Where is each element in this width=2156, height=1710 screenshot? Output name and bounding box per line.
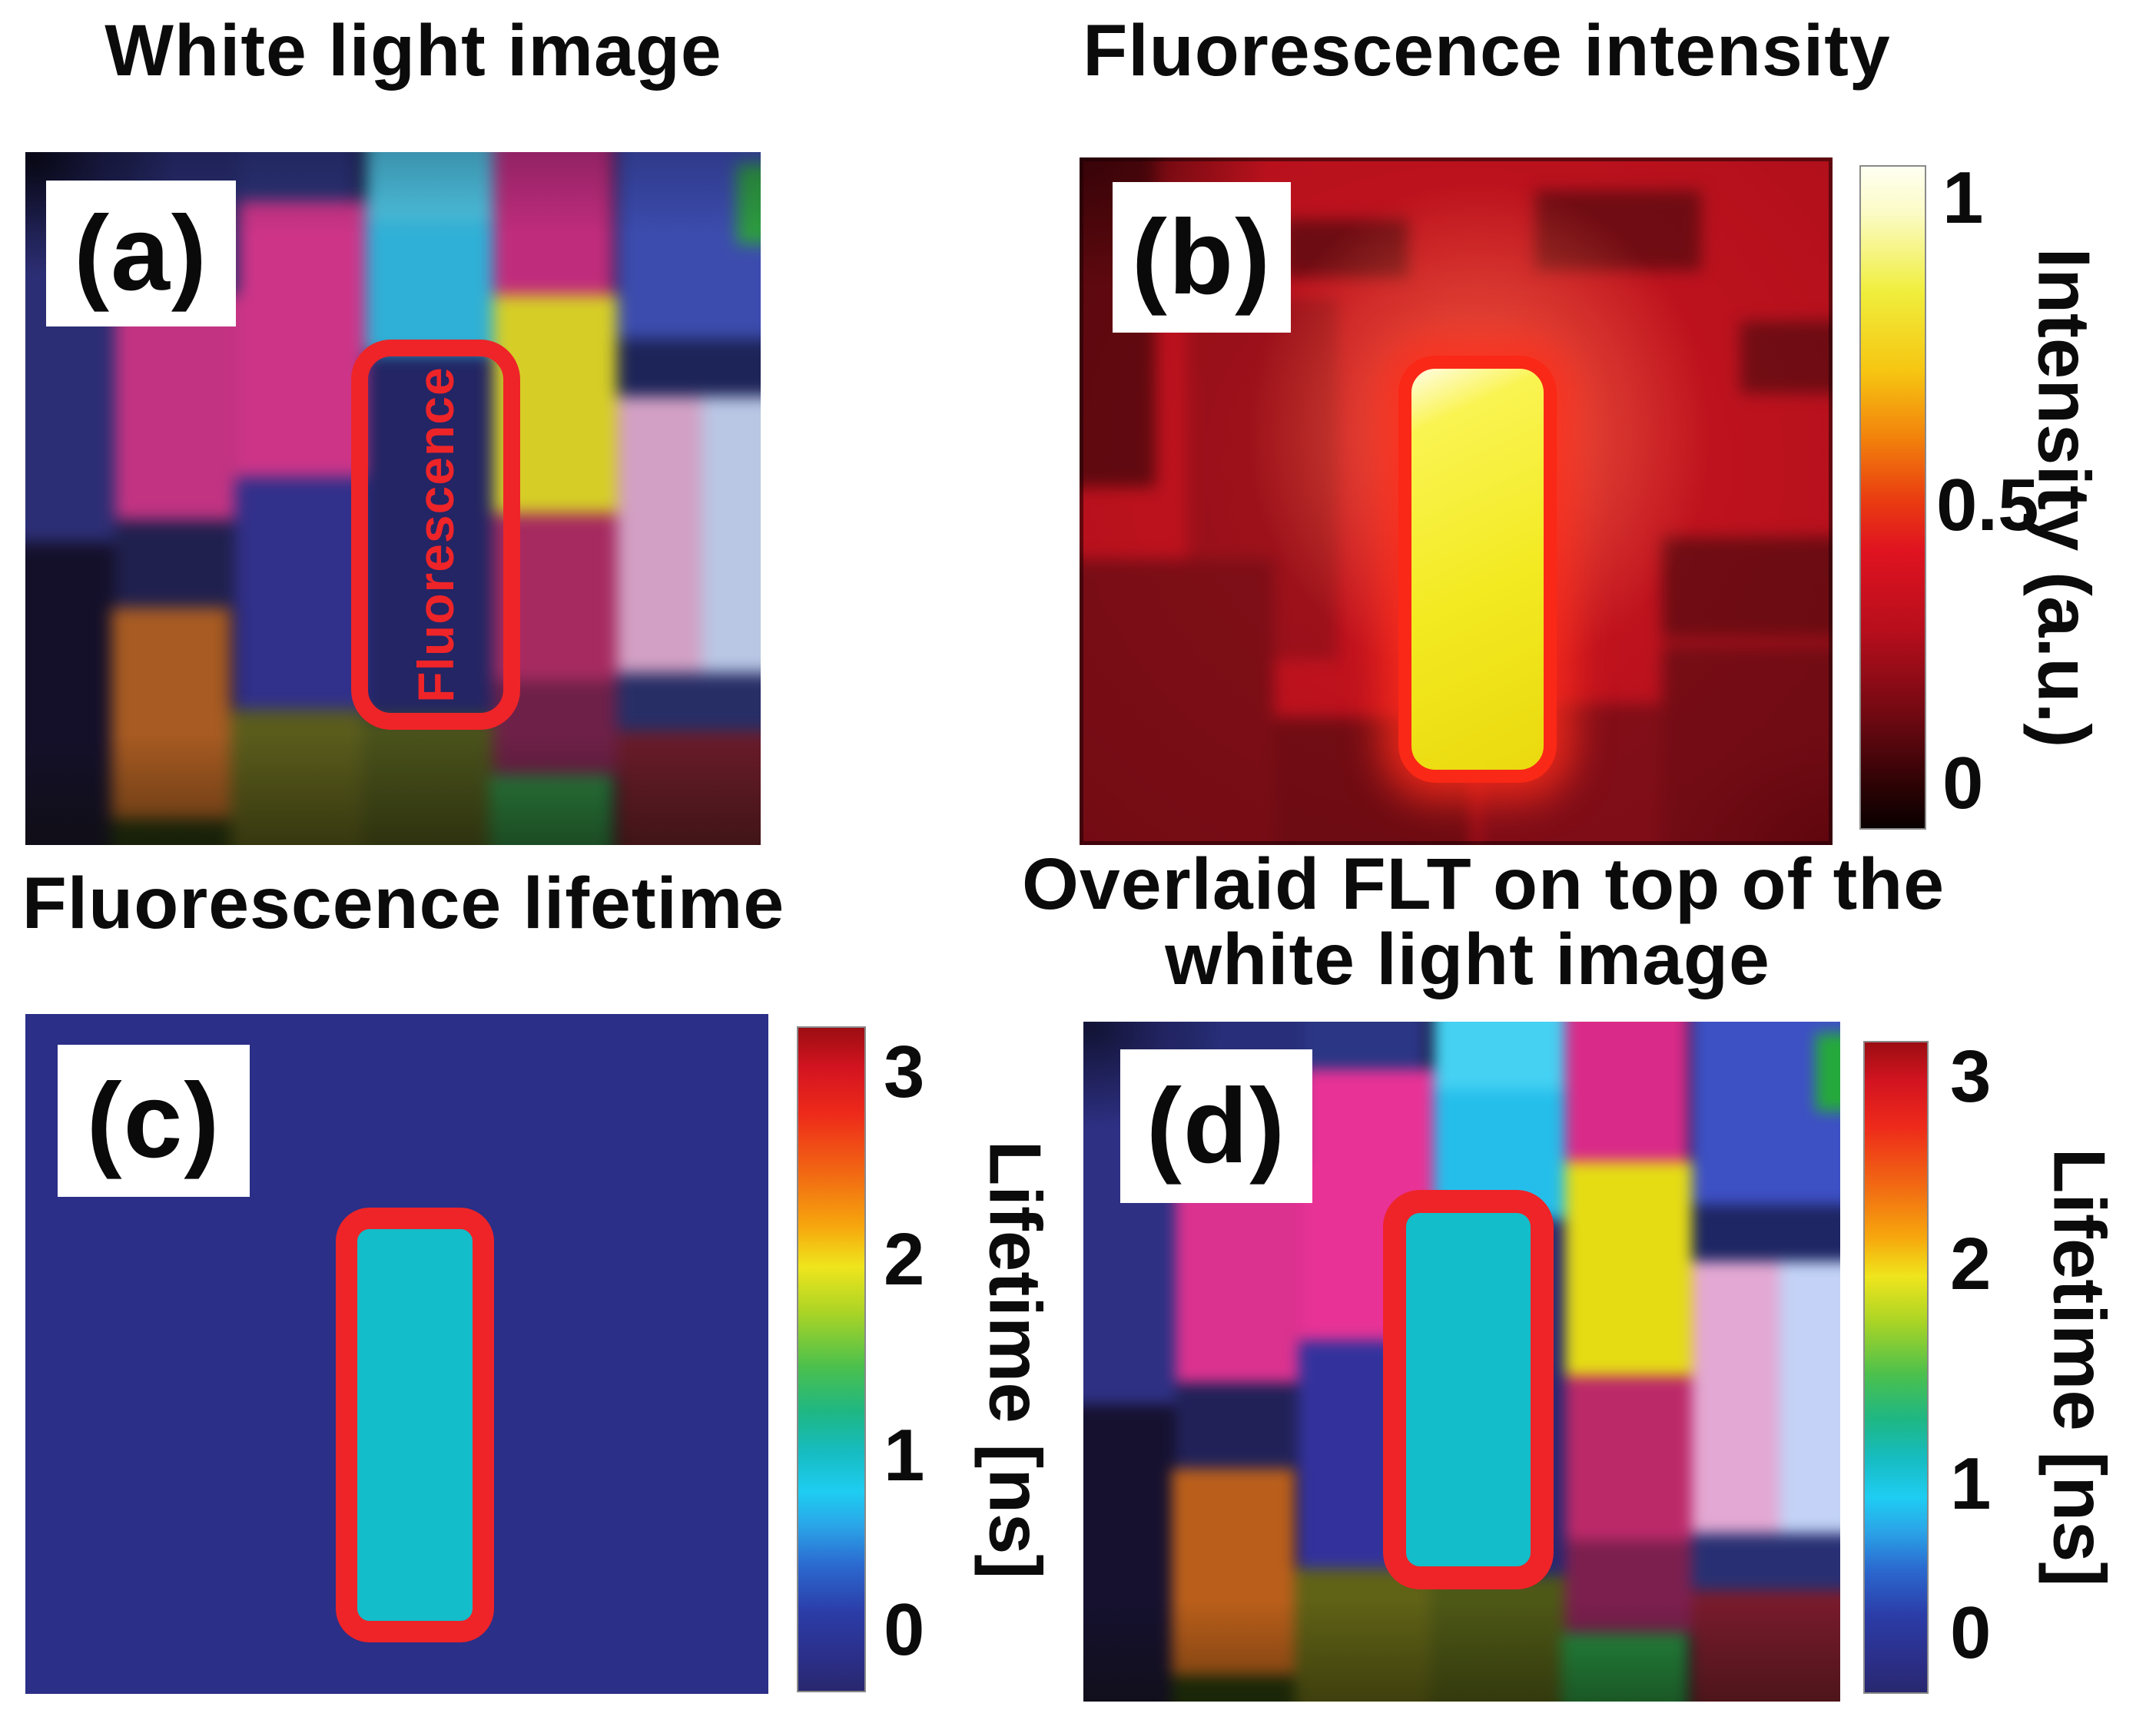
image-patch [489, 774, 613, 845]
image-patch [1661, 645, 1833, 845]
image-patch [1692, 1533, 1840, 1590]
panel-d-title: Overlaid FLT on top of the white light i… [1022, 843, 1945, 1000]
lifetime-c-tick-3: 3 [884, 1031, 925, 1113]
roi-rectangle-c [336, 1208, 494, 1642]
image-patch [1740, 320, 1833, 393]
image-patch [111, 818, 235, 845]
image-patch [1171, 1468, 1295, 1676]
image-patch [25, 542, 115, 845]
image-patch [114, 294, 247, 521]
panel-d-title-line2: white light image [1165, 919, 1770, 1000]
image-patch [1561, 1632, 1689, 1702]
roi-rectangle-d [1383, 1190, 1554, 1589]
roi-rectangle-a: Fluorescence [351, 340, 520, 730]
colorbar-lifetime-c [797, 1026, 866, 1692]
image-patch [366, 152, 494, 223]
panel-d-image: (d) [1083, 1022, 1840, 1702]
lifetime-c-tick-2: 2 [884, 1218, 925, 1301]
image-patch [238, 200, 367, 477]
image-patch [616, 673, 761, 732]
image-patch [111, 608, 231, 819]
intensity-tick-0: 0 [1942, 742, 1984, 824]
image-patch [1564, 1162, 1697, 1377]
panel-b-image: (b) [1080, 157, 1833, 845]
lifetime-c-tick-1: 1 [884, 1414, 925, 1496]
image-patch [702, 396, 761, 674]
roi-rectangle-b [1398, 356, 1557, 783]
panel-c-image: (c) [25, 1014, 768, 1694]
lifetime-d-axis-label: Lifetime [ns] [2038, 1148, 2121, 1587]
colorbar-lifetime-d [1863, 1041, 1929, 1694]
image-patch [1434, 1022, 1565, 1091]
image-patch [1080, 558, 1275, 845]
panel-a-label: (a) [46, 181, 236, 326]
intensity-tick-0-5: 0.5 [1936, 464, 2039, 546]
image-patch [616, 338, 761, 397]
image-patch [616, 731, 761, 845]
image-patch [736, 164, 761, 244]
panel-b-title: Fluorescence intensity [1083, 10, 1891, 91]
image-patch [1534, 191, 1701, 270]
lifetime-d-tick-2: 2 [1950, 1223, 1992, 1305]
image-patch [493, 152, 613, 295]
image-patch [1564, 1376, 1697, 1540]
image-patch [234, 476, 367, 710]
panel-a-title: White light image [104, 10, 722, 91]
lifetime-d-tick-1: 1 [1950, 1443, 1992, 1525]
image-patch [1564, 1539, 1697, 1633]
image-patch [1171, 1675, 1299, 1702]
image-patch [1780, 1261, 1840, 1533]
panel-c-label: (c) [58, 1045, 250, 1197]
image-patch [1430, 1576, 1570, 1702]
colorbar-intensity [1859, 165, 1926, 830]
image-patch [1083, 1404, 1176, 1702]
image-patch [366, 222, 494, 353]
image-patch [1815, 1033, 1840, 1112]
image-patch [362, 717, 498, 845]
image-patch [238, 152, 359, 200]
image-patch [231, 709, 367, 845]
lifetime-d-tick-0: 0 [1950, 1592, 1992, 1674]
panel-c-title: Fluorescence lifetime [22, 863, 785, 944]
panel-b-label: (b) [1113, 182, 1291, 333]
lifetime-d-tick-3: 3 [1950, 1036, 1992, 1118]
roi-fluorescence-label: Fluorescence [407, 366, 464, 703]
image-patch [1692, 1205, 1840, 1262]
image-patch [1302, 1022, 1426, 1069]
image-patch [1176, 1383, 1303, 1469]
lifetime-c-tick-0: 0 [884, 1589, 925, 1671]
image-patch [1692, 1589, 1840, 1702]
panel-d-label: (d) [1120, 1049, 1312, 1203]
image-patch [1661, 537, 1833, 639]
intensity-axis-label: Intensity (a.u.) [2022, 247, 2105, 747]
panel-a-image: Fluorescence (a) [25, 152, 761, 845]
image-patch [114, 520, 239, 608]
intensity-tick-1: 1 [1942, 157, 1984, 239]
image-patch [1282, 219, 1409, 278]
panel-d-title-line1: Overlaid FLT on top of the [1022, 843, 1945, 925]
image-patch [1564, 1022, 1689, 1162]
lifetime-c-axis-label: Lifetime [ns] [974, 1140, 1056, 1579]
